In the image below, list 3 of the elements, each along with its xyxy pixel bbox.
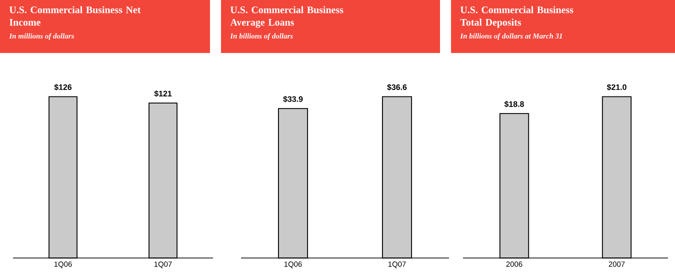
chart-title: U.S. Commercial Business Net Income (9, 6, 141, 26)
chart-title: U.S. Commercial Business Average Loans (230, 6, 344, 28)
chart-title: U.S. Commercial Business Total Deposits (460, 6, 574, 28)
